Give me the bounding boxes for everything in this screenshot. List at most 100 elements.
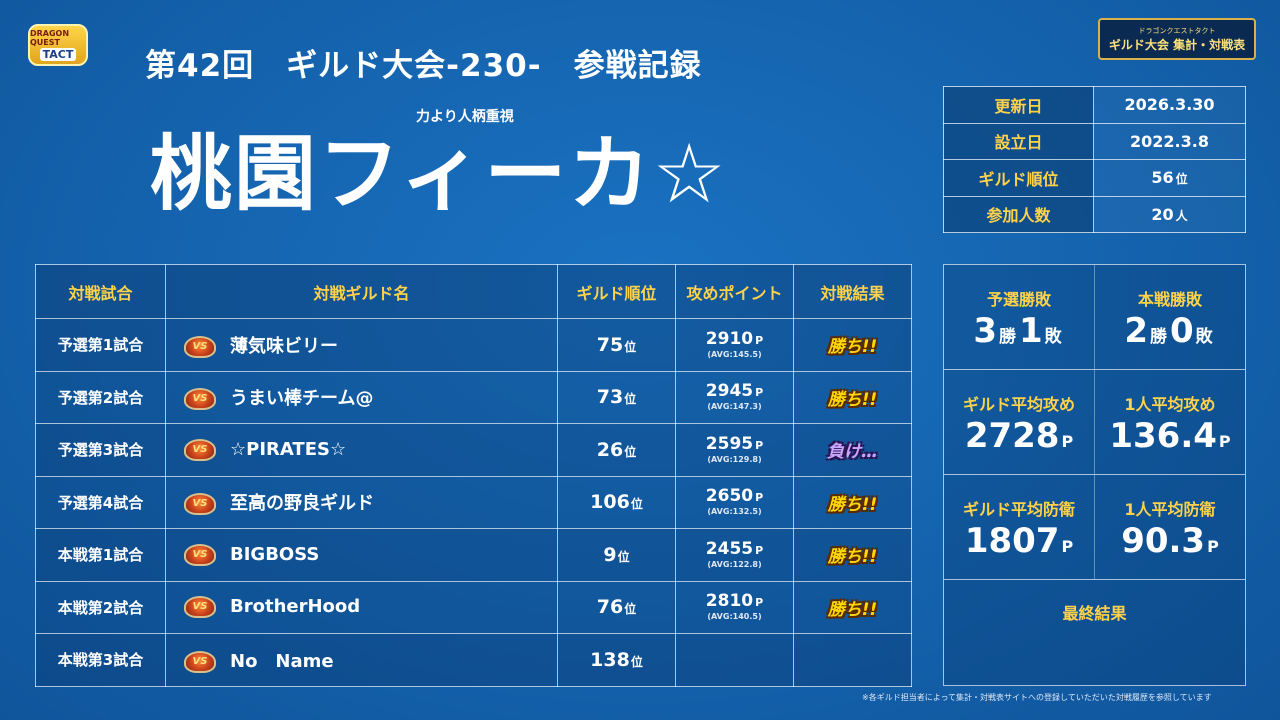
opponent-rank: 106: [590, 491, 630, 514]
points-unit: P: [755, 333, 764, 347]
points-cell: 2945 P (AVG:147.3): [675, 370, 794, 424]
info-row-members: 参加人数 20 人: [943, 195, 1246, 233]
rank-cell: 106位: [557, 475, 676, 529]
result-win: 勝ち!!: [827, 389, 878, 410]
info-value: 20 人: [1093, 195, 1246, 233]
points-cell: 2595 P (AVG:129.8): [675, 423, 794, 477]
opponent-rank: 75: [596, 333, 624, 356]
vs-icon: VS: [184, 543, 216, 566]
rank-cell: 138位: [557, 633, 676, 687]
opponent-name: 至高の野良ギルド: [230, 493, 374, 515]
game-logo: DRAGON QUEST TACT: [28, 24, 88, 66]
rank-unit: 位: [617, 549, 630, 564]
header-rank: ギルド順位: [557, 264, 676, 319]
opponent-name: 薄気味ビリー: [230, 335, 338, 357]
info-value: 2022.3.8: [1093, 122, 1246, 160]
guild-avg-defense-value: 1807 P: [965, 524, 1073, 558]
opponent-cell: VS 至高の野良ギルド: [165, 475, 558, 529]
site-logo-text: ドラゴンクエストタクト: [1138, 26, 1216, 35]
match-name: 本戦第3試合: [35, 633, 166, 687]
rank-unit: 位: [630, 654, 643, 669]
vs-icon: VS: [184, 335, 216, 358]
rank-unit: 位: [1175, 172, 1188, 187]
battle-table: 対戦試合 対戦ギルド名 ギルド順位 攻めポイント 対戦結果 予選第1試合 VS 薄…: [35, 264, 912, 687]
rank-cell: 75位: [557, 318, 676, 372]
result-cell: 勝ち!!: [793, 370, 912, 424]
main-record: 本戦勝敗 2 勝0 敗: [1094, 265, 1245, 369]
info-label: 設立日: [943, 122, 1094, 160]
attack-average: (AVG:140.5): [707, 612, 762, 622]
opponent-rank: 73: [596, 386, 624, 409]
match-name: 本戦第1試合: [35, 528, 166, 582]
points-cell: 2910 P (AVG:145.5): [675, 318, 794, 372]
final-result-label: 最終結果: [1062, 604, 1127, 623]
rank-unit: 位: [624, 392, 637, 407]
rank-unit: 位: [624, 602, 637, 617]
rank-cell: 73位: [557, 370, 676, 424]
rank-cell: 76位: [557, 580, 676, 634]
match-name: 本戦第2試合: [35, 580, 166, 634]
per-avg-attack-number: 136.4: [1109, 416, 1217, 456]
game-logo-subtext: TACT: [39, 48, 77, 61]
guild-avg-attack-label: ギルド平均攻め: [962, 395, 1075, 414]
opponent-name: ☆PIRATES☆: [230, 438, 347, 460]
result-win: 勝ち!!: [827, 494, 878, 515]
battle-table-header: 対戦試合 対戦ギルド名 ギルド順位 攻めポイント 対戦結果: [35, 264, 912, 319]
info-label: 参加人数: [943, 195, 1094, 233]
guild-avg-attack: ギルド平均攻め 2728 P: [944, 370, 1094, 474]
prelim-record-value: 3 勝1 敗: [973, 314, 1064, 348]
guild-avg-attack-number: 2728: [964, 416, 1060, 456]
opponent-cell: VS うまい棒チーム@: [165, 370, 558, 424]
attack-average: (AVG:132.5): [707, 507, 762, 517]
founded-date: 2022.3.8: [1130, 131, 1209, 151]
guild-avg-attack-value: 2728 P: [965, 419, 1073, 453]
points-unit: P: [755, 438, 764, 452]
attack-points: 2595: [705, 433, 754, 454]
info-row-updated: 更新日 2026.3.30: [943, 86, 1246, 124]
attack-points: 2650: [705, 486, 754, 507]
points-unit: P: [1061, 537, 1074, 556]
prelim-wins: 3: [973, 311, 997, 351]
points-unit: P: [1218, 432, 1231, 451]
table-row: 予選第3試合 VS ☆PIRATES☆ 26位 2595 P (AVG:129.8) …: [35, 423, 912, 477]
info-value: 2026.3.30: [1093, 86, 1246, 124]
guild-avg-defense-label: ギルド平均防衛: [962, 500, 1075, 519]
result-cell: 負け…: [793, 423, 912, 477]
info-value: 56 位: [1093, 159, 1246, 197]
info-label: ギルド順位: [943, 159, 1094, 197]
opponent-rank: 138: [590, 648, 630, 671]
loss-unit: 敗: [1044, 327, 1062, 347]
opponent-name: うまい棒チーム@: [230, 388, 374, 410]
header-points: 攻めポイント: [675, 264, 794, 319]
loss-unit: 敗: [1195, 327, 1213, 347]
main-record-value: 2 勝0 敗: [1124, 314, 1215, 348]
opponent-name: No Name: [230, 650, 334, 672]
main-wins: 2: [1124, 311, 1148, 351]
header-opponent: 対戦ギルド名: [165, 264, 558, 319]
per-avg-defense-number: 90.3: [1121, 521, 1206, 561]
attack-points: 2455: [705, 538, 754, 559]
points-unit: P: [755, 543, 764, 557]
vs-icon: VS: [184, 388, 216, 411]
match-name: 予選第4試合: [35, 475, 166, 529]
site-logo: ドラゴンクエストタクト ギルド大会 集計・対戦表: [1098, 18, 1256, 60]
guild-avg-defense-number: 1807: [964, 521, 1060, 561]
points-cell: 2810 P (AVG:140.5): [675, 580, 794, 634]
result-win: 勝ち!!: [827, 599, 878, 620]
guild-name: 桃園フィーカ☆: [150, 127, 728, 222]
win-unit: 勝: [1150, 327, 1167, 347]
per-avg-defense-value: 90.3 P: [1121, 524, 1219, 558]
attack-points: 2810: [705, 591, 754, 612]
points-cell: 2650 P (AVG:132.5): [675, 475, 794, 529]
header-result: 対戦結果: [793, 264, 912, 319]
table-row: 本戦第1試合 VS BIGBOSS 9位 2455 P (AVG:122.8) 勝ち!…: [35, 528, 912, 582]
points-unit: P: [755, 386, 764, 400]
opponent-name: BIGBOSS: [230, 543, 320, 565]
result-win: 勝ち!!: [827, 337, 878, 358]
result-win: 勝ち!!: [827, 547, 878, 568]
per-avg-attack-value: 136.4 P: [1109, 419, 1230, 453]
opponent-rank: 26: [596, 438, 624, 461]
page-title: 第42回 ギルド大会-230- 参戦記録: [145, 48, 702, 84]
attack-average: (AVG:122.8): [707, 559, 762, 569]
attack-row: ギルド平均攻め 2728 P 1人平均攻め 136.4 P: [944, 370, 1245, 475]
